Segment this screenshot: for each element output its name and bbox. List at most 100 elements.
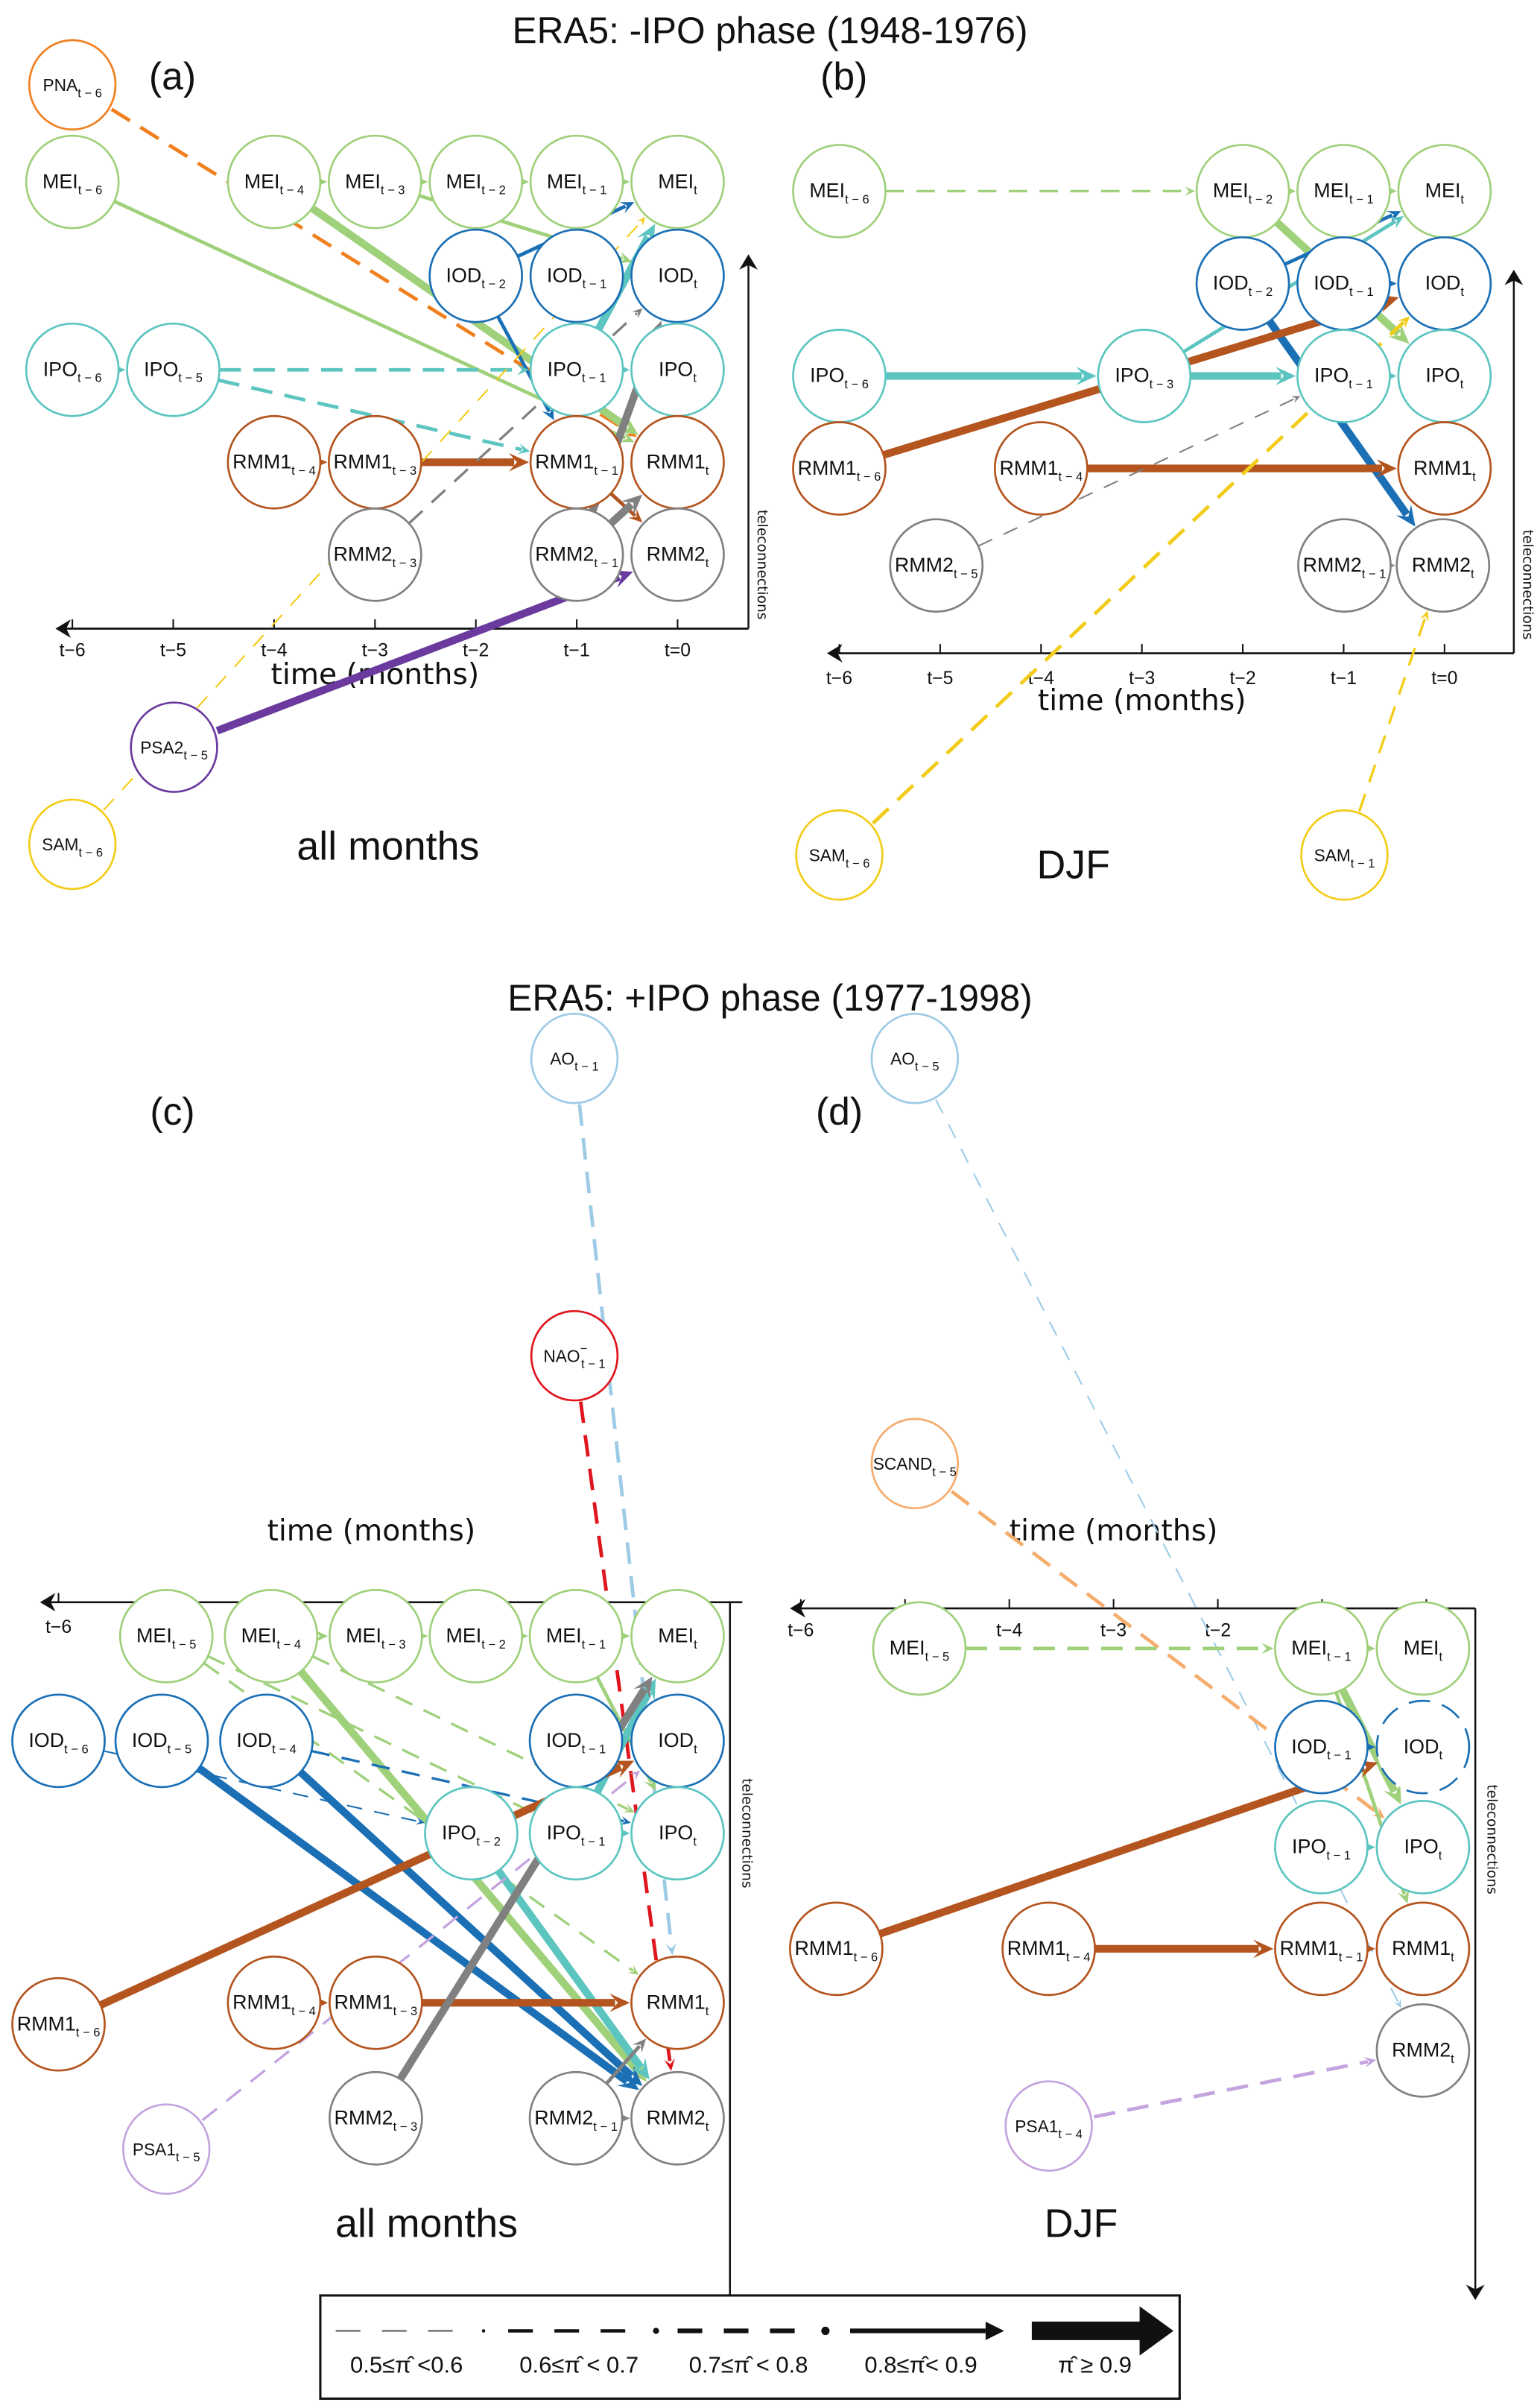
node-circle xyxy=(1395,518,1491,613)
edge-arrowhead-icon xyxy=(624,426,638,437)
node-label: MEIt − 3 xyxy=(346,1625,405,1652)
edge-arrowhead-icon xyxy=(619,431,635,443)
node-circle xyxy=(1375,1901,1471,1997)
node-circle xyxy=(122,2103,211,2195)
legend-arrowhead-icon xyxy=(1139,2306,1174,2356)
node-label: MEIt xyxy=(1425,180,1465,206)
node-label: IPOt xyxy=(1425,364,1463,391)
node-circle xyxy=(1297,518,1392,613)
node-label: NAO− t − 1 xyxy=(543,1342,605,1371)
legend-label: 0.7≤π̂ < 0.8 xyxy=(689,2351,808,2377)
node-label: RMM1t − 1 xyxy=(535,451,618,478)
node-mei-lag-6: MEIt − 6 xyxy=(25,134,120,230)
axis-tick-label: t−3 xyxy=(1129,669,1155,689)
node-nao-lag-1: NAO− t − 1 xyxy=(530,1309,619,1402)
legend-item-5: π̂ ≥ 0.9 xyxy=(1031,2306,1174,2377)
node-label: IODt xyxy=(1404,1735,1443,1762)
node-mei-lag-1: MEIt − 1 xyxy=(1274,1601,1369,1696)
legend-label: π̂ ≥ 0.9 xyxy=(1058,2351,1132,2377)
edge-IPO2-to-RMM20 xyxy=(495,1868,644,2070)
node-psa1-lag-4: PSA1t − 4 xyxy=(1004,2080,1093,2172)
node-iod-lag-0: IODt xyxy=(630,1693,725,1789)
edge-arrowhead-icon xyxy=(1261,1643,1274,1655)
node-label: RMM1t − 4 xyxy=(999,457,1083,484)
node-label: IPOt − 6 xyxy=(43,358,102,385)
legend-item-4: 0.8≤π̂< 0.9 xyxy=(849,2322,1004,2377)
node-iod-lag-5: IODt − 5 xyxy=(114,1693,209,1789)
node-circle xyxy=(224,1588,319,1684)
axis-tick-label: t−2 xyxy=(463,641,489,661)
node-circle xyxy=(428,1588,524,1684)
edge-arrowhead-icon xyxy=(627,1965,639,1975)
node-label: IPOt xyxy=(659,1821,697,1848)
nodes: MEIt − 6 MEIt − 2 MEIt − 1 MEIt IODt − 2 IODt… xyxy=(792,144,1492,901)
node-circle xyxy=(226,1955,322,2050)
axis-tick-label: t−6 xyxy=(826,669,852,689)
node-label: IODt xyxy=(658,264,697,291)
legend-item-3: 0.7≤π̂ < 0.8 xyxy=(677,2326,830,2377)
axis-tick-label: t−6 xyxy=(45,1617,72,1637)
panel-letter: (b) xyxy=(820,54,867,98)
node-label: RMM1t − 4 xyxy=(232,451,316,478)
node-rmm1-lag-6: RMM1t − 6 xyxy=(789,1901,884,1997)
edge-arrowhead-icon xyxy=(612,1760,635,1778)
edge-arrowhead-icon xyxy=(1384,1782,1401,1805)
node-iod-lag-0: IODt xyxy=(1397,236,1492,331)
node-label: IODt − 2 xyxy=(1213,272,1273,299)
teleconnections-label: teleconnections xyxy=(754,510,770,619)
node-label: MEIt − 3 xyxy=(345,170,405,197)
legend-arrowhead-icon xyxy=(653,2328,659,2334)
edge-IOD5-to-RMM20 xyxy=(197,1765,630,2085)
node-label: MEIt − 4 xyxy=(241,1625,301,1652)
node-circle xyxy=(1397,421,1492,516)
node-ipo-lag-6: IPOt − 6 xyxy=(792,329,887,423)
node-label: RMM2t − 3 xyxy=(334,2107,417,2134)
axis-tick-label: t−4 xyxy=(996,1620,1022,1640)
node-circle xyxy=(28,798,117,891)
node-circle xyxy=(327,134,422,230)
node-scand-lag-5: SCANDt − 5 xyxy=(870,1418,960,1510)
node-label: IODt − 6 xyxy=(28,1729,88,1756)
axis-tick-label: t−2 xyxy=(1229,669,1255,689)
edge-IPO5-to-RMM11 xyxy=(218,378,522,452)
edge-arrowhead-icon xyxy=(617,2070,639,2091)
edge-IOD4-to-IPO0 xyxy=(311,1749,624,1823)
edge-PSA14-to-RMM20 xyxy=(1093,2059,1369,2119)
node-iod-lag-1: IODt − 1 xyxy=(528,1693,624,1789)
edge-arrowhead-icon xyxy=(637,224,656,247)
nodes: PNAt − 6 MEIt − 6 MEIt − 4 MEIt − 3 MEIt − 2… xyxy=(25,39,725,891)
node-rmm2-lag-0: RMM2t xyxy=(1395,518,1491,613)
node-rmm1-lag-6: RMM1t − 6 xyxy=(11,1976,106,2072)
axis-arrow-up-icon xyxy=(739,254,758,270)
node-label: RMM2t xyxy=(1392,2039,1454,2066)
node-mei-lag-2: MEIt − 2 xyxy=(428,1588,524,1684)
node-circle xyxy=(1375,2003,1471,2098)
node-mei-lag-1: MEIt − 1 xyxy=(529,134,624,230)
edge-arrowhead-icon xyxy=(620,1816,631,1825)
node-rmm2-lag-5: RMM2t − 5 xyxy=(889,518,984,613)
node-label: PSA1t − 4 xyxy=(1015,2117,1083,2141)
node-mei-lag-2: MEIt − 2 xyxy=(428,134,524,230)
node-circle xyxy=(529,228,624,323)
node-label: PNAt − 6 xyxy=(42,75,101,100)
node-label: IPOt − 6 xyxy=(810,364,869,391)
node-label: RMM1t xyxy=(1392,1937,1454,1964)
node-label: IODt − 1 xyxy=(1291,1735,1351,1762)
node-label: MEIt − 6 xyxy=(809,180,869,206)
edge-IOD4-to-RMM20 xyxy=(297,1769,635,2079)
node-circle xyxy=(1375,1699,1471,1795)
node-rmm1-lag-3: RMM1t − 3 xyxy=(327,414,422,510)
node-psa1-lag-5: PSA1t − 5 xyxy=(122,2103,211,2195)
node-label: MEIt − 5 xyxy=(136,1625,196,1652)
node-label: RMM2t − 3 xyxy=(333,543,416,570)
node-ao-lag-1: AOt − 1 xyxy=(530,1012,619,1105)
node-rmm1-lag-4: RMM1t − 4 xyxy=(226,414,322,510)
node-label: SAMt − 6 xyxy=(42,835,103,859)
edge-arrowhead-icon xyxy=(619,202,635,214)
node-label: AOt − 5 xyxy=(890,1049,939,1073)
node-mei-lag-2: MEIt − 2 xyxy=(1195,144,1290,238)
node-ipo-lag-0: IPOt xyxy=(1375,1800,1471,1895)
